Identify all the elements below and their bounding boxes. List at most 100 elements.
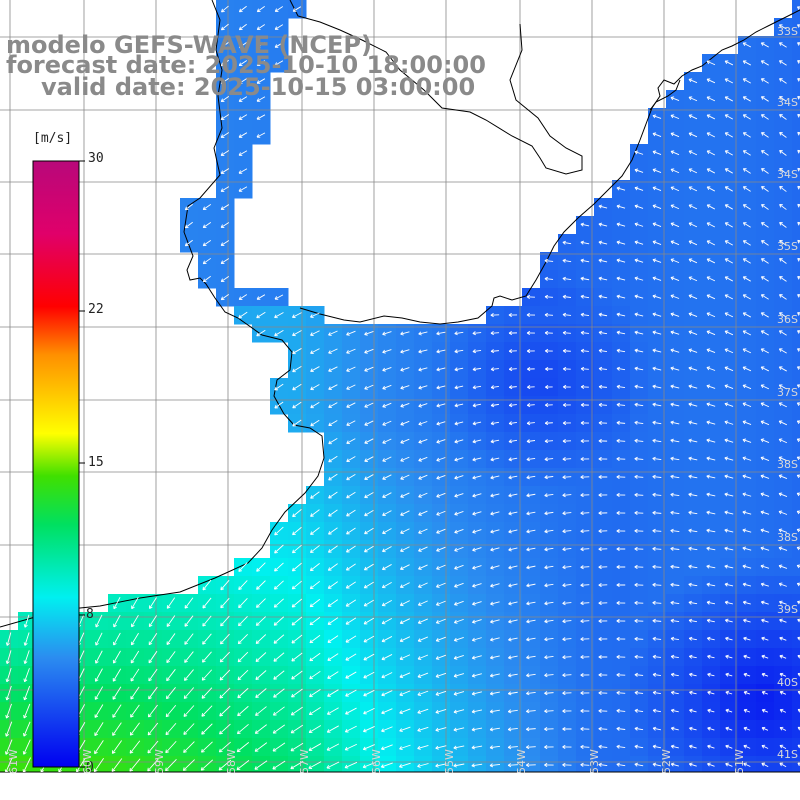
wind-arrow bbox=[436, 385, 446, 390]
wind-arrow bbox=[273, 779, 286, 787]
wind-arrow bbox=[742, 276, 751, 282]
wind-arrow bbox=[688, 420, 698, 425]
wind-cell bbox=[576, 792, 595, 800]
wind-cell bbox=[792, 630, 800, 649]
lon-label-53w: 53W bbox=[588, 749, 601, 774]
wind-arrow bbox=[598, 384, 607, 389]
wind-arrow bbox=[779, 185, 787, 192]
wind-arrow bbox=[256, 78, 266, 84]
wind-arrow bbox=[220, 59, 229, 67]
wind-arrow bbox=[165, 795, 177, 800]
colorbar-ramp bbox=[32, 160, 80, 768]
wind-arrow bbox=[761, 258, 769, 264]
wind-arrow bbox=[562, 402, 571, 408]
wind-arrow bbox=[652, 366, 662, 371]
wind-arrow bbox=[688, 78, 698, 84]
wind-arrow bbox=[652, 222, 662, 227]
wind-arrow bbox=[400, 385, 410, 390]
wind-arrow bbox=[742, 150, 751, 156]
wind-cell bbox=[540, 792, 559, 800]
wind-arrow bbox=[328, 330, 338, 336]
wind-cell bbox=[504, 792, 523, 800]
wind-cell bbox=[792, 36, 800, 55]
wind-arrow bbox=[706, 258, 716, 264]
wind-arrow bbox=[238, 23, 247, 31]
wind-cell bbox=[558, 774, 577, 793]
wind-arrow bbox=[706, 366, 716, 371]
wind-arrow bbox=[778, 348, 787, 354]
wind-arrow bbox=[598, 222, 608, 227]
wind-cell bbox=[18, 774, 37, 793]
wind-arrow bbox=[634, 330, 644, 335]
wind-arrow bbox=[634, 312, 644, 317]
coastline bbox=[0, 0, 800, 628]
wind-cell bbox=[792, 324, 800, 343]
wind-arrow bbox=[760, 276, 769, 282]
wind-arrow bbox=[490, 403, 499, 408]
wind-cell bbox=[792, 198, 800, 217]
wind-arrow bbox=[382, 420, 392, 426]
wind-arrow bbox=[670, 330, 680, 335]
wind-arrow bbox=[688, 258, 698, 264]
wind-arrow bbox=[652, 402, 662, 407]
wind-cell bbox=[396, 774, 415, 793]
wind-arrow bbox=[580, 258, 590, 263]
wind-cell bbox=[468, 756, 487, 772]
colorbar-unit: [m/s] bbox=[33, 131, 73, 146]
wind-arrow bbox=[562, 348, 571, 353]
wind-cell bbox=[180, 792, 199, 800]
wind-cell bbox=[792, 432, 800, 451]
wind-arrow bbox=[238, 168, 248, 174]
wind-arrow bbox=[328, 420, 338, 427]
wind-cell bbox=[648, 792, 667, 800]
wind-arrow bbox=[526, 312, 536, 318]
wind-cell bbox=[0, 792, 19, 800]
wind-cell bbox=[198, 792, 217, 800]
wind-arrow bbox=[490, 782, 500, 785]
wind-arrow bbox=[202, 257, 211, 265]
wind-arrow bbox=[706, 240, 716, 246]
wind-arrow bbox=[724, 402, 734, 407]
wind-arrow bbox=[220, 222, 230, 228]
wind-arrow bbox=[526, 403, 535, 408]
wind-arrow bbox=[220, 150, 230, 156]
wind-arrow bbox=[797, 348, 800, 352]
wind-cell bbox=[144, 774, 163, 793]
wind-arrow bbox=[418, 385, 428, 390]
wind-arrow bbox=[220, 77, 230, 85]
coastline-lagoon bbox=[649, 79, 681, 111]
wind-arrow bbox=[454, 782, 465, 785]
wind-cell bbox=[450, 756, 469, 772]
wind-arrow bbox=[76, 794, 86, 800]
wind-arrow bbox=[490, 421, 500, 426]
wind-cell bbox=[36, 774, 55, 793]
wind-cell bbox=[72, 792, 91, 800]
wind-arrow bbox=[706, 312, 716, 318]
wind-cell bbox=[792, 468, 800, 487]
wind-arrow bbox=[634, 222, 644, 227]
wind-arrow bbox=[652, 240, 662, 245]
wind-arrow bbox=[724, 384, 734, 389]
wind-arrow bbox=[742, 60, 752, 66]
wind-arrow bbox=[472, 403, 482, 408]
wind-arrow bbox=[94, 776, 104, 789]
wind-arrow bbox=[688, 204, 698, 210]
wind-cell bbox=[612, 774, 631, 793]
wind-arrow bbox=[238, 150, 248, 156]
wind-arrow bbox=[670, 348, 680, 353]
wind-cell bbox=[288, 792, 307, 800]
wind-arrow bbox=[562, 330, 571, 335]
wind-cell bbox=[792, 360, 800, 379]
wind-arrow bbox=[706, 276, 716, 282]
wind-arrow bbox=[778, 42, 787, 48]
wind-arrow bbox=[780, 781, 786, 785]
wind-cell bbox=[342, 774, 361, 793]
wind-cell bbox=[630, 756, 649, 772]
wind-cell bbox=[72, 774, 91, 793]
wind-cell bbox=[468, 774, 487, 793]
wind-cell bbox=[198, 774, 217, 793]
wind-arrow bbox=[436, 782, 447, 785]
wind-arrow bbox=[418, 331, 428, 336]
wind-cell bbox=[792, 666, 800, 685]
wind-arrow bbox=[472, 349, 482, 354]
